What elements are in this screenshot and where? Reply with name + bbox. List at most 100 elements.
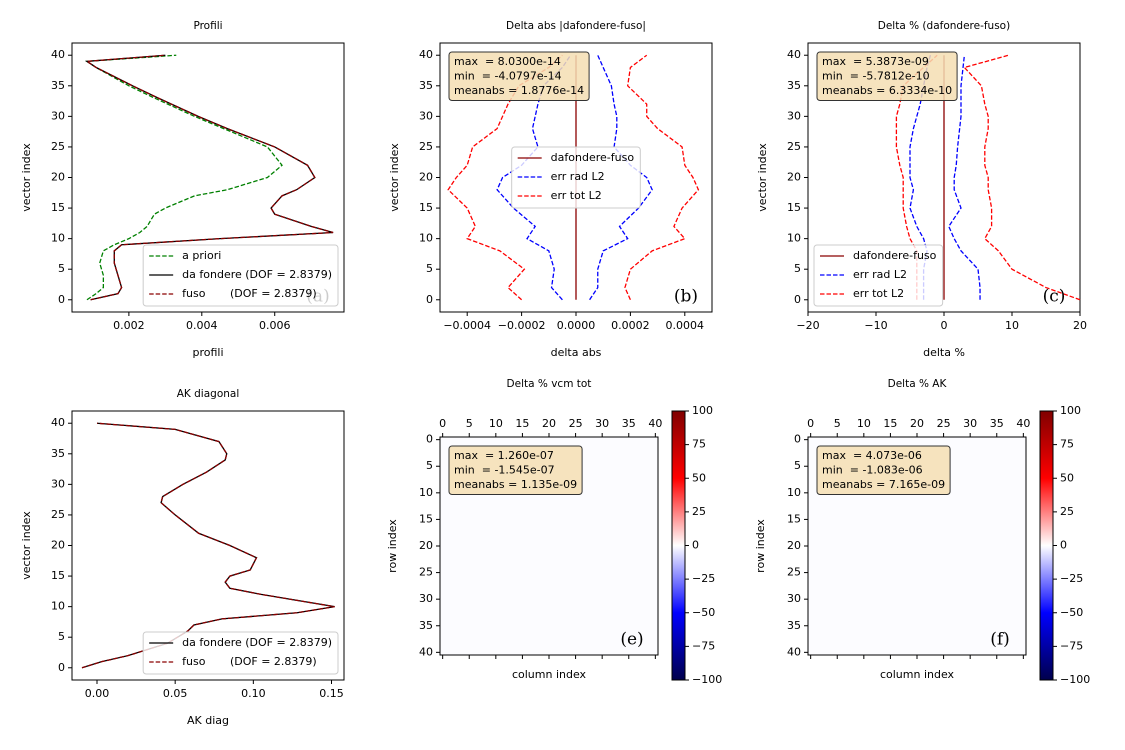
legend-label: dafondere-fuso [551,151,635,164]
y-tick-label: 0 [426,433,433,446]
colorbar-tick-label: −25 [692,572,715,585]
stats-text: meanabs = 7.165e-09 [822,478,945,491]
y-tick-label: 30 [51,477,65,490]
y-tick-label: 25 [51,508,65,521]
series-line [85,54,334,301]
x-tick-label: 30 [963,417,977,430]
colorbar-tick-label: −75 [692,639,715,652]
colorbar-tick-label: 100 [692,404,713,417]
stats-text: meanabs = 1.8776e-14 [454,84,584,97]
colorbar-tick-label: 25 [692,505,706,518]
legend-frame [142,244,339,307]
colorbar-tick-label: 50 [1060,471,1074,484]
legend-label: err rad L2 [551,170,605,183]
y-tick-label: 5 [426,262,433,275]
y-tick-label: 5 [58,262,65,275]
legend: dafondere-fuso err rad L2 err tot L2 [511,146,641,209]
legend-frame [142,631,339,675]
chart-title: Delta % vcm tot [507,378,592,390]
y-tick-label: 10 [419,232,433,245]
x-tick-label: 20 [1073,319,1087,332]
legend-frame [813,244,944,307]
stats-text: max = 8.0300e-14 [454,55,561,68]
x-tick-label: −10 [864,319,887,332]
colorbar-tick-label: −50 [692,606,715,619]
y-tick-label: 20 [787,539,801,552]
y-tick-label: 30 [787,109,801,122]
y-tick-label: 30 [419,592,433,605]
chart-title: Delta % (dafondere-fuso) [878,20,1010,32]
x-tick-label: 0.0004 [666,319,705,332]
y-tick-label: 35 [51,79,65,92]
legend-label: err rad L2 [853,268,907,281]
stats-text: max = 5.3873e-09 [822,55,929,68]
y-tick-label: 0 [58,661,65,674]
x-tick-label: 25 [569,417,583,430]
x-tick-label: 10 [1005,319,1019,332]
x-axis-label: AK diag [187,714,229,727]
y-tick-label: 20 [419,539,433,552]
colorbar [1039,410,1054,681]
y-tick-label: 15 [419,512,433,525]
panel-label: (f) [990,630,1010,650]
colorbar-tick-label: 75 [692,438,706,451]
y-axis-label: row index [754,519,767,573]
series-line [948,55,981,300]
legend-frame [511,146,641,209]
y-tick-label: 40 [419,645,433,658]
y-axis-label: vector index [388,143,401,212]
stats-text: min = -1.083e-06 [822,464,923,477]
series-line [624,54,700,301]
legend-label: err tot L2 [853,287,904,300]
colorbar-tick-label: 0 [692,539,699,552]
x-tick-label: 10 [489,417,503,430]
stats-text: min = -5.7812e-10 [822,70,930,83]
x-axis-label: profili [192,346,223,359]
stats-text: min = -1.545e-07 [454,464,555,477]
stats-text: max = 1.260e-07 [454,449,554,462]
y-tick-label: 0 [794,433,801,446]
x-tick-label: 0.004 [186,319,218,332]
x-tick-label: 10 [857,417,871,430]
y-tick-label: 25 [787,566,801,579]
x-tick-label: 40 [648,417,662,430]
series-line [81,422,335,669]
y-axis-label: vector index [20,511,33,580]
y-axis-label: row index [386,519,399,573]
x-axis-label: column index [880,668,955,681]
legend-label: fuso (DOF = 2.8379) [182,655,317,668]
legend-label: fuso (DOF = 2.8379) [182,287,317,300]
stats-box: max = 8.0300e-14 min = -4.0797e-14meanabs… [448,51,590,101]
y-tick-label: 20 [51,171,65,184]
stats-frame [816,445,951,495]
x-tick-label: −0.0004 [443,319,491,332]
colorbar-tick-label: −25 [1060,572,1083,585]
y-tick-label: 10 [787,486,801,499]
y-tick-label: 30 [787,592,801,605]
y-tick-label: 10 [787,232,801,245]
y-tick-label: 40 [51,48,65,61]
x-tick-label: 0.15 [319,687,344,700]
y-tick-label: 10 [419,486,433,499]
x-axis-label: delta % [923,346,965,359]
legend-label: dafondere-fuso [853,249,937,262]
legend-label: err tot L2 [551,189,602,202]
panel-label: (c) [1043,287,1066,307]
y-tick-label: 25 [787,140,801,153]
series-line [589,54,653,301]
y-tick-label: 40 [51,416,65,429]
chart-title: Delta abs |dafondere-fuso| [506,20,646,32]
y-tick-label: 40 [787,48,801,61]
stats-box: max = 5.3873e-09 min = -5.7812e-10meanabs… [816,51,958,101]
x-tick-label: 15 [515,417,529,430]
stats-text: meanabs = 1.135e-09 [454,478,577,491]
y-tick-label: 35 [787,619,801,632]
x-axis-label: column index [512,668,587,681]
legend-label: a priori [182,249,221,262]
colorbar-tick-label: 100 [1060,404,1081,417]
legend: da fondere (DOF = 2.8379) fuso (DOF = 2.8… [142,631,339,675]
y-tick-label: 0 [58,293,65,306]
panel-label: (b) [674,287,698,307]
y-tick-label: 40 [787,645,801,658]
chart-title: AK diagonal [177,388,240,400]
